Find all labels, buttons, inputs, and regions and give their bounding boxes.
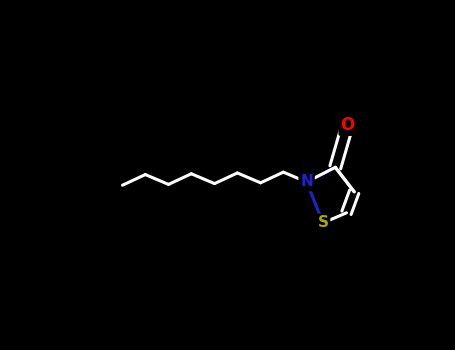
Text: S: S bbox=[318, 216, 329, 230]
Text: N: N bbox=[300, 175, 313, 189]
Text: O: O bbox=[340, 116, 355, 134]
